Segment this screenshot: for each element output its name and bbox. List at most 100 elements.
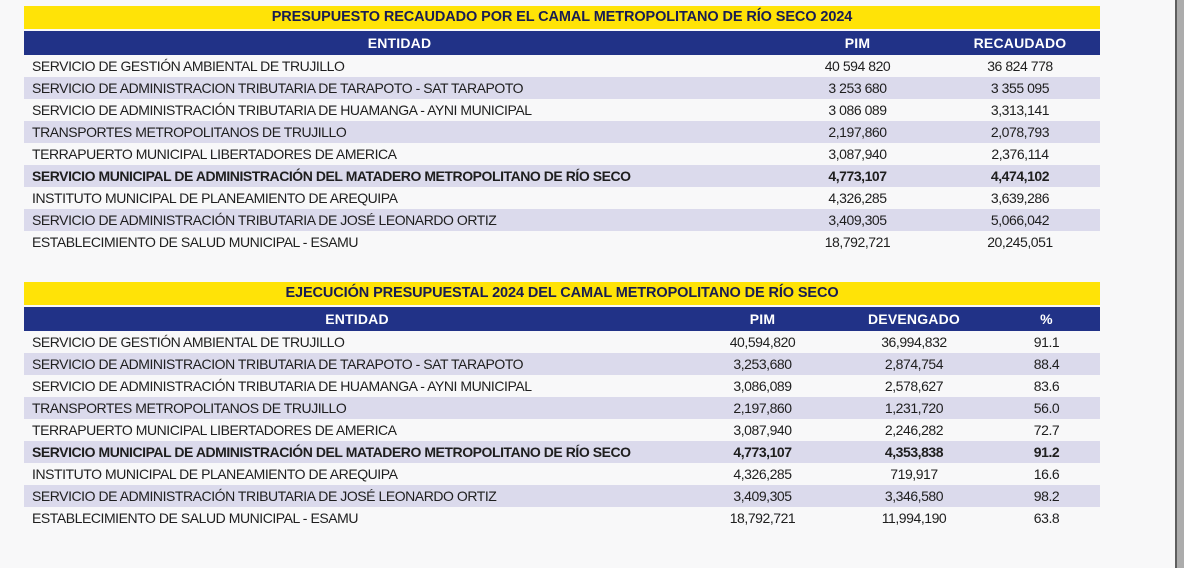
table-row: SERVICIO MUNICIPAL DE ADMINISTRACIÓN DEL… bbox=[24, 441, 1100, 463]
table-row: SERVICIO DE ADMINISTRACION TRIBUTARIA DE… bbox=[24, 77, 1100, 99]
value-cell: 40 594 820 bbox=[824, 58, 891, 74]
value-cell: 3 253 680 bbox=[828, 80, 887, 96]
entity-cell: TRANSPORTES METROPOLITANOS DE TRUJILLO bbox=[32, 124, 347, 140]
table-title-presupuesto-recaudado: PRESUPUESTO RECAUDADO POR EL CAMAL METRO… bbox=[24, 6, 1100, 29]
entity-cell: SERVICIO DE GESTIÓN AMBIENTAL DE TRUJILL… bbox=[32, 334, 345, 350]
value-cell: 2,078,793 bbox=[990, 124, 1050, 140]
table-title-ejecucion-presupuestal: EJECUCIÓN PRESUPUESTAL 2024 DEL CAMAL ME… bbox=[24, 282, 1100, 305]
table-row: INSTITUTO MUNICIPAL DE PLANEAMIENTO DE A… bbox=[24, 187, 1100, 209]
entity-cell: TERRAPUERTO MUNICIPAL LIBERTADORES DE AM… bbox=[32, 146, 397, 162]
value-cell: 18,792,721 bbox=[824, 234, 891, 250]
entity-cell: SERVICIO DE GESTIÓN AMBIENTAL DE TRUJILL… bbox=[32, 58, 345, 74]
entity-cell: SERVICIO DE ADMINISTRACIÓN TRIBUTARIA DE… bbox=[32, 488, 497, 504]
entity-cell: SERVICIO DE ADMINISTRACIÓN TRIBUTARIA DE… bbox=[32, 212, 497, 228]
value-cell: 36 824 778 bbox=[987, 58, 1053, 74]
value-cell: 3 355 095 bbox=[990, 80, 1050, 96]
header-row: ENTIDAD PIM DEVENGADO % bbox=[24, 307, 1100, 331]
column-header-percent: % bbox=[993, 307, 1100, 331]
value-cell: 63.8 bbox=[1033, 510, 1060, 526]
entity-cell: ESTABLECIMIENTO DE SALUD MUNICIPAL - ESA… bbox=[32, 234, 358, 250]
scrollbar-track[interactable] bbox=[1177, 0, 1184, 568]
table-row: INSTITUTO MUNICIPAL DE PLANEAMIENTO DE A… bbox=[24, 463, 1100, 485]
entity-cell: SERVICIO DE ADMINISTRACIÓN TRIBUTARIA DE… bbox=[32, 378, 532, 394]
entity-cell: SERVICIO DE ADMINISTRACIÓN TRIBUTARIA DE… bbox=[32, 102, 532, 118]
value-cell: 3,313,141 bbox=[990, 102, 1050, 118]
value-cell: 3,086,089 bbox=[733, 378, 792, 394]
value-cell: 4,353,838 bbox=[884, 444, 944, 460]
value-cell: 4,474,102 bbox=[990, 168, 1050, 184]
entity-cell: SERVICIO MUNICIPAL DE ADMINISTRACIÓN DEL… bbox=[32, 168, 631, 184]
value-cell: 98.2 bbox=[1033, 488, 1060, 504]
column-header-entidad: ENTIDAD bbox=[24, 31, 775, 55]
value-cell: 4,326,285 bbox=[733, 466, 792, 482]
value-cell: 2,246,282 bbox=[884, 422, 944, 438]
table-row: SERVICIO MUNICIPAL DE ADMINISTRACIÓN DEL… bbox=[24, 165, 1100, 187]
column-header-pim: PIM bbox=[690, 307, 835, 331]
value-cell: 83.6 bbox=[1033, 378, 1060, 394]
report-content: PRESUPUESTO RECAUDADO POR EL CAMAL METRO… bbox=[24, 6, 1100, 529]
value-cell: 3,409,305 bbox=[733, 488, 792, 504]
value-cell: 1,231,720 bbox=[884, 400, 944, 416]
table-row: ESTABLECIMIENTO DE SALUD MUNICIPAL - ESA… bbox=[24, 231, 1100, 253]
column-header-recaudado: RECAUDADO bbox=[940, 31, 1100, 55]
ejecucion-presupuestal-table: ENTIDAD PIM DEVENGADO % SERVICIO DE GEST… bbox=[24, 307, 1100, 529]
entity-cell: INSTITUTO MUNICIPAL DE PLANEAMIENTO DE A… bbox=[32, 466, 398, 482]
table-row: TRANSPORTES METROPOLITANOS DE TRUJILLO 2,… bbox=[24, 397, 1100, 419]
value-cell: 4,326,285 bbox=[828, 190, 887, 206]
value-cell: 3,253,680 bbox=[733, 356, 792, 372]
table-row: SERVICIO DE ADMINISTRACIÓN TRIBUTARIA DE… bbox=[24, 99, 1100, 121]
value-cell: 3,409,305 bbox=[828, 212, 887, 228]
value-cell: 40,594,820 bbox=[729, 334, 796, 350]
table-row: SERVICIO DE ADMINISTRACION TRIBUTARIA DE… bbox=[24, 353, 1100, 375]
column-header-pim: PIM bbox=[775, 31, 940, 55]
value-cell: 2,578,627 bbox=[884, 378, 944, 394]
entity-cell: TERRAPUERTO MUNICIPAL LIBERTADORES DE AM… bbox=[32, 422, 397, 438]
value-cell: 20,245,051 bbox=[987, 234, 1053, 250]
value-cell: 5,066,042 bbox=[990, 212, 1050, 228]
entity-cell: TRANSPORTES METROPOLITANOS DE TRUJILLO bbox=[32, 400, 347, 416]
header-row: ENTIDAD PIM RECAUDADO bbox=[24, 31, 1100, 55]
window-edge-divider bbox=[1175, 0, 1177, 568]
table-row: SERVICIO DE GESTIÓN AMBIENTAL DE TRUJILL… bbox=[24, 55, 1100, 77]
value-cell: 2,874,754 bbox=[884, 356, 944, 372]
table-row: SERVICIO DE ADMINISTRACIÓN TRIBUTARIA DE… bbox=[24, 375, 1100, 397]
entity-cell: INSTITUTO MUNICIPAL DE PLANEAMIENTO DE A… bbox=[32, 190, 398, 206]
table-row: SERVICIO DE ADMINISTRACIÓN TRIBUTARIA DE… bbox=[24, 485, 1100, 507]
value-cell: 91.2 bbox=[1033, 444, 1060, 460]
table-row: SERVICIO DE ADMINISTRACIÓN TRIBUTARIA DE… bbox=[24, 209, 1100, 231]
table-row: ESTABLECIMIENTO DE SALUD MUNICIPAL - ESA… bbox=[24, 507, 1100, 529]
value-cell: 72.7 bbox=[1033, 422, 1060, 438]
value-cell: 3,087,940 bbox=[733, 422, 792, 438]
column-header-devengado: DEVENGADO bbox=[835, 307, 993, 331]
entity-cell: ESTABLECIMIENTO DE SALUD MUNICIPAL - ESA… bbox=[32, 510, 358, 526]
value-cell: 18,792,721 bbox=[729, 510, 796, 526]
value-cell: 3,087,940 bbox=[828, 146, 887, 162]
entity-cell: SERVICIO DE ADMINISTRACION TRIBUTARIA DE… bbox=[32, 356, 524, 372]
table-ejecucion-presupuestal: EJECUCIÓN PRESUPUESTAL 2024 DEL CAMAL ME… bbox=[24, 282, 1100, 529]
value-cell: 4,773,107 bbox=[733, 444, 792, 460]
table-row: TRANSPORTES METROPOLITANOS DE TRUJILLO 2,… bbox=[24, 121, 1100, 143]
value-cell: 2,197,860 bbox=[733, 400, 792, 416]
table-row: TERRAPUERTO MUNICIPAL LIBERTADORES DE AM… bbox=[24, 419, 1100, 441]
value-cell: 2,376,114 bbox=[991, 146, 1049, 162]
value-cell: 3,346,580 bbox=[884, 488, 944, 504]
value-cell: 11,994,190 bbox=[881, 510, 947, 526]
value-cell: 3 086 089 bbox=[828, 102, 887, 118]
value-cell: 88.4 bbox=[1033, 356, 1060, 372]
table-presupuesto-recaudado: PRESUPUESTO RECAUDADO POR EL CAMAL METRO… bbox=[24, 6, 1100, 253]
value-cell: 2,197,860 bbox=[828, 124, 887, 140]
column-header-entidad: ENTIDAD bbox=[24, 307, 690, 331]
value-cell: 36,994,832 bbox=[881, 334, 947, 350]
entity-cell: SERVICIO DE ADMINISTRACION TRIBUTARIA DE… bbox=[32, 80, 524, 96]
table-row: TERRAPUERTO MUNICIPAL LIBERTADORES DE AM… bbox=[24, 143, 1100, 165]
table-row: SERVICIO DE GESTIÓN AMBIENTAL DE TRUJILL… bbox=[24, 331, 1100, 353]
value-cell: 4,773,107 bbox=[828, 168, 887, 184]
value-cell: 56.0 bbox=[1033, 400, 1060, 416]
value-cell: 91.1 bbox=[1033, 334, 1060, 350]
entity-cell: SERVICIO MUNICIPAL DE ADMINISTRACIÓN DEL… bbox=[32, 444, 631, 460]
value-cell: 16.6 bbox=[1033, 466, 1060, 482]
value-cell: 719,917 bbox=[890, 466, 938, 482]
presupuesto-recaudado-table: ENTIDAD PIM RECAUDADO SERVICIO DE GESTIÓ… bbox=[24, 31, 1100, 253]
value-cell: 3,639,286 bbox=[990, 190, 1050, 206]
